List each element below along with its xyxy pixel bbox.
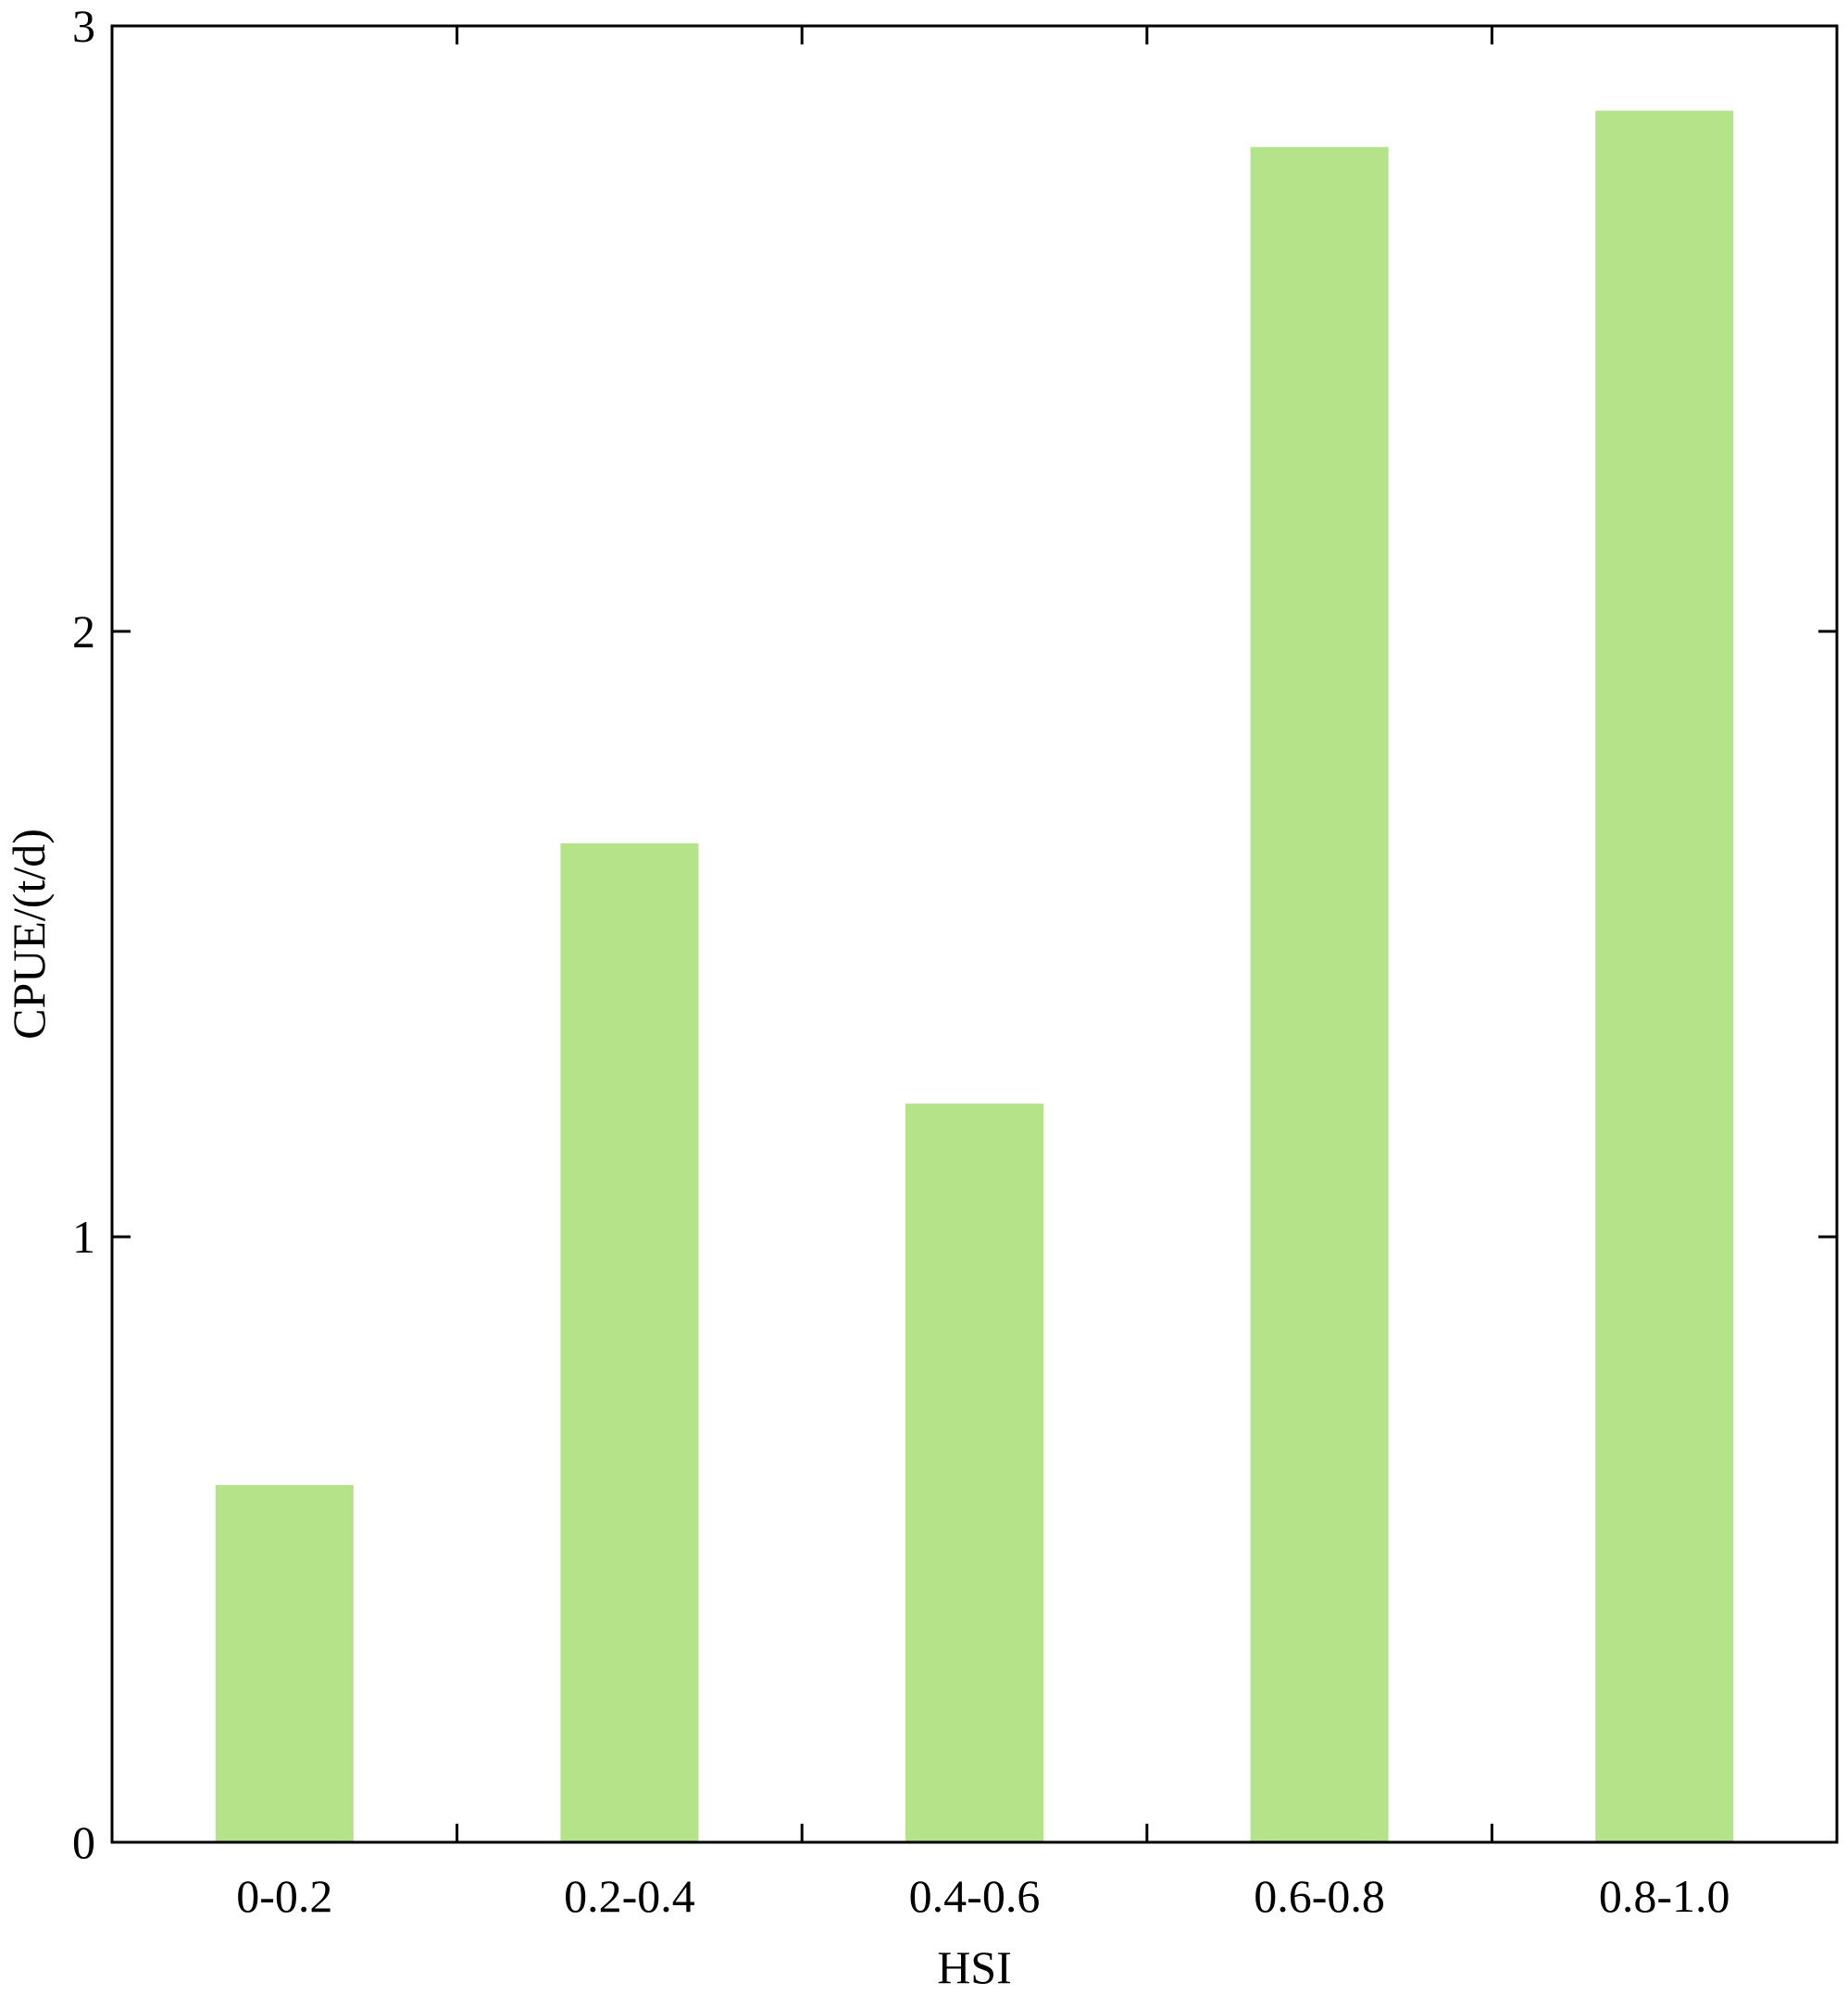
y-tick-label: 0 (72, 1816, 95, 1868)
bar-0.6-0.8 (1250, 146, 1389, 1842)
x-tick-label: 0-0.2 (236, 1870, 332, 1922)
ticks-group (112, 24, 1837, 1844)
y-tick-label: 2 (72, 605, 95, 657)
bar-0.4-0.6 (905, 1103, 1044, 1842)
plot-frame (110, 24, 1839, 1844)
x-axis-label: HSI (937, 1941, 1012, 1993)
x-tick-label: 0.8-1.0 (1599, 1870, 1730, 1922)
tick-labels-group: 0-0.2 0.2-0.4 0.4-0.6 0.6-0.8 0.8-1.0 0 1 2 3 (72, 0, 1730, 1922)
x-tick-label: 0.2-0.4 (564, 1870, 695, 1922)
y-axis-label: CPUE/(t/d) (3, 829, 55, 1040)
x-tick-label: 0.4-0.6 (909, 1870, 1041, 1922)
bars-group (215, 110, 1734, 1842)
x-tick-label: 0.6-0.8 (1254, 1870, 1385, 1922)
bar-0-0.2 (215, 1485, 354, 1842)
y-tick-label: 3 (72, 0, 95, 52)
bar-0.8-1.0 (1595, 110, 1734, 1842)
y-tick-label: 1 (72, 1211, 95, 1263)
bar-0.2-0.4 (560, 842, 699, 1842)
